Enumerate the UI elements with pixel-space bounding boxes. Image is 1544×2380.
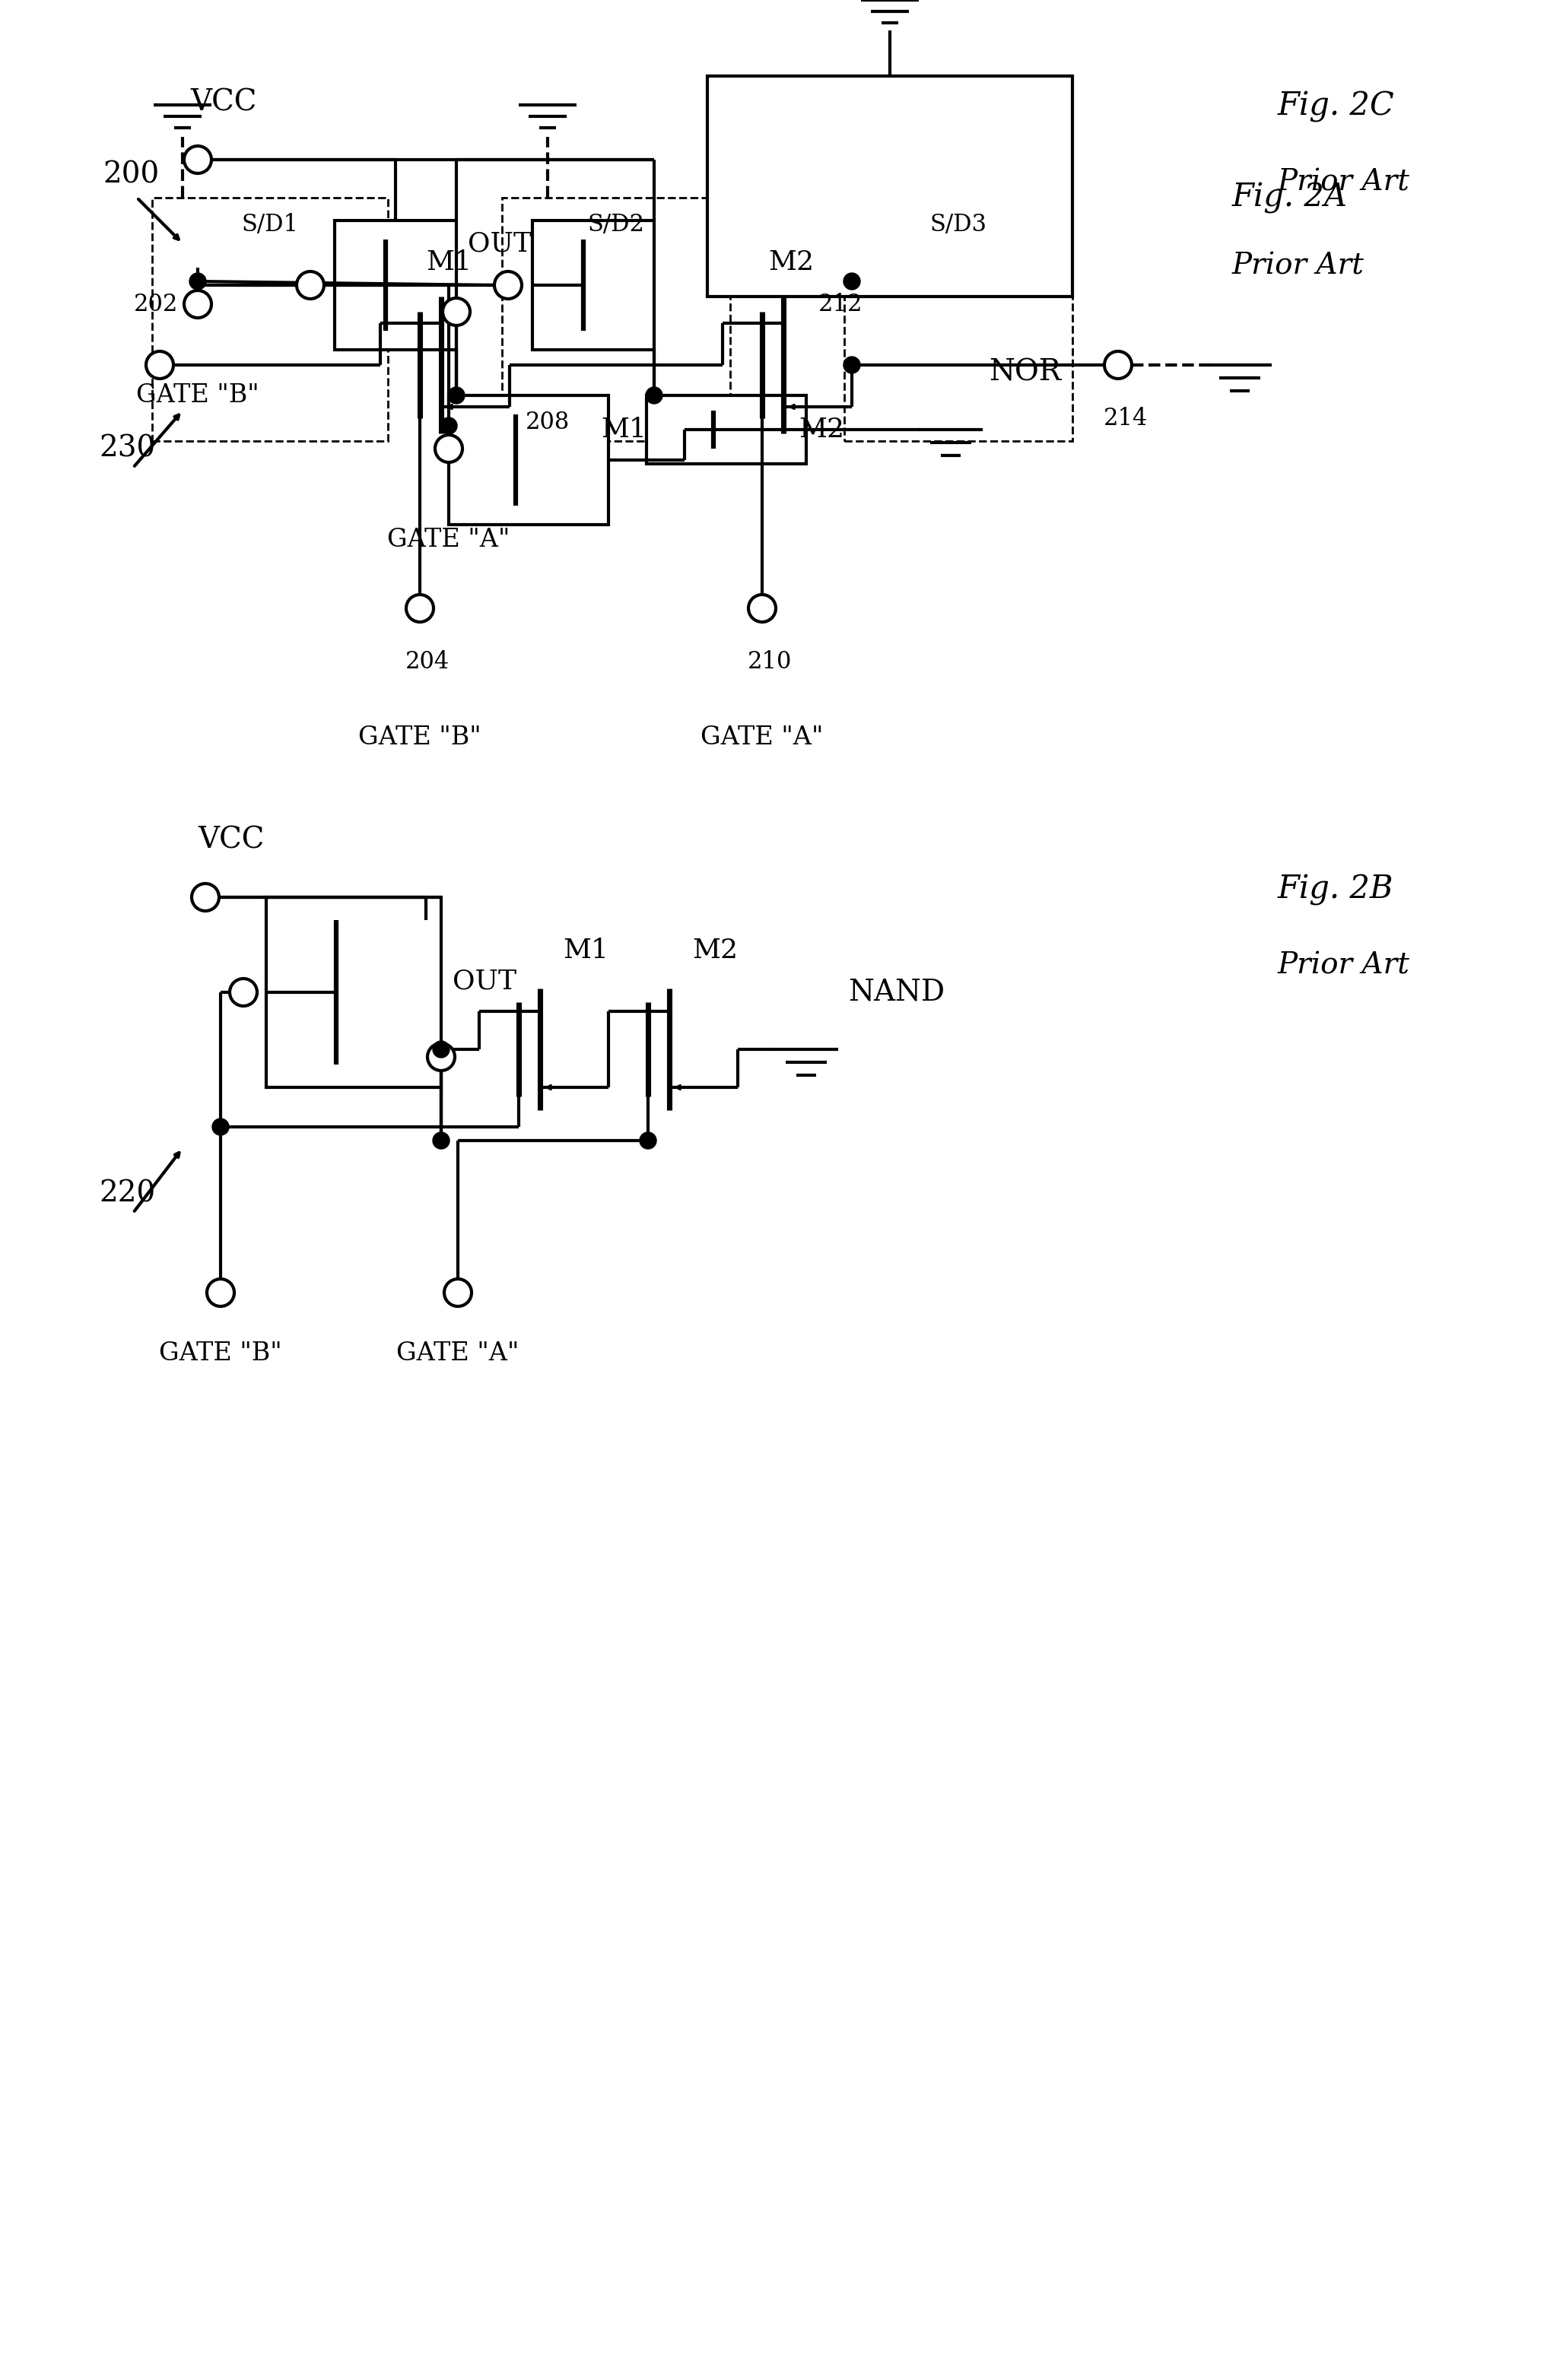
Text: S/D2: S/D2 (587, 212, 644, 236)
Circle shape (212, 1119, 229, 1135)
Text: 200: 200 (102, 162, 159, 188)
Circle shape (428, 1042, 454, 1071)
Circle shape (1104, 352, 1132, 378)
Text: GATE "A": GATE "A" (397, 1342, 519, 1366)
Text: M2: M2 (767, 250, 814, 276)
Text: Prior Art: Prior Art (1232, 252, 1363, 281)
Circle shape (448, 388, 465, 405)
Text: 208: 208 (525, 409, 570, 433)
Text: OUT: OUT (468, 231, 531, 257)
Text: 212: 212 (818, 293, 862, 317)
Bar (266, 897, 442, 1088)
Text: Prior Art: Prior Art (1277, 169, 1410, 198)
Text: GATE "A": GATE "A" (701, 726, 823, 750)
Text: VCC: VCC (198, 826, 264, 854)
Text: Prior Art: Prior Art (1277, 952, 1410, 981)
Text: 214: 214 (1102, 407, 1147, 431)
Text: M1: M1 (426, 250, 471, 276)
Text: Fig. 2A: Fig. 2A (1232, 181, 1346, 214)
Text: GATE "B": GATE "B" (358, 726, 482, 750)
Circle shape (639, 1133, 656, 1150)
Circle shape (296, 271, 324, 300)
Circle shape (843, 274, 860, 290)
Text: NAND: NAND (848, 978, 945, 1007)
Circle shape (440, 416, 457, 433)
Circle shape (432, 1133, 449, 1150)
Text: GATE "B": GATE "B" (159, 1342, 283, 1366)
Circle shape (843, 357, 860, 374)
Bar (502, 198, 730, 440)
Text: 230: 230 (99, 436, 156, 462)
Circle shape (230, 978, 256, 1007)
Circle shape (190, 274, 205, 290)
Text: OUT: OUT (452, 969, 516, 995)
Text: M2: M2 (798, 416, 845, 443)
Circle shape (147, 352, 173, 378)
Text: M1: M1 (562, 938, 608, 964)
Bar (647, 395, 806, 464)
Circle shape (207, 1278, 235, 1307)
Circle shape (406, 595, 434, 621)
Circle shape (184, 290, 212, 319)
Bar (151, 198, 388, 440)
Bar (448, 395, 608, 524)
Text: NOR: NOR (988, 359, 1061, 386)
Circle shape (435, 436, 462, 462)
Text: 204: 204 (405, 650, 449, 674)
Circle shape (645, 388, 662, 405)
Circle shape (432, 1040, 449, 1057)
Bar (845, 198, 1072, 440)
Text: 220: 220 (99, 1180, 156, 1209)
Circle shape (191, 883, 219, 912)
Circle shape (445, 1278, 471, 1307)
Text: GATE "A": GATE "A" (388, 528, 510, 552)
Circle shape (184, 145, 212, 174)
Bar (707, 76, 1072, 298)
Text: S/D3: S/D3 (929, 212, 987, 236)
Text: 210: 210 (747, 650, 792, 674)
Bar (533, 221, 653, 350)
Text: Fig. 2C: Fig. 2C (1277, 90, 1394, 121)
Circle shape (494, 271, 522, 300)
Text: 202: 202 (134, 293, 178, 317)
Text: S/D1: S/D1 (241, 212, 298, 236)
Text: M1: M1 (601, 416, 647, 443)
Text: M2: M2 (692, 938, 738, 964)
Text: VCC: VCC (190, 88, 256, 117)
Text: Fig. 2B: Fig. 2B (1277, 873, 1393, 907)
Bar (335, 221, 455, 350)
Text: GATE "B": GATE "B" (136, 383, 259, 407)
Circle shape (443, 298, 469, 326)
Circle shape (747, 595, 775, 621)
